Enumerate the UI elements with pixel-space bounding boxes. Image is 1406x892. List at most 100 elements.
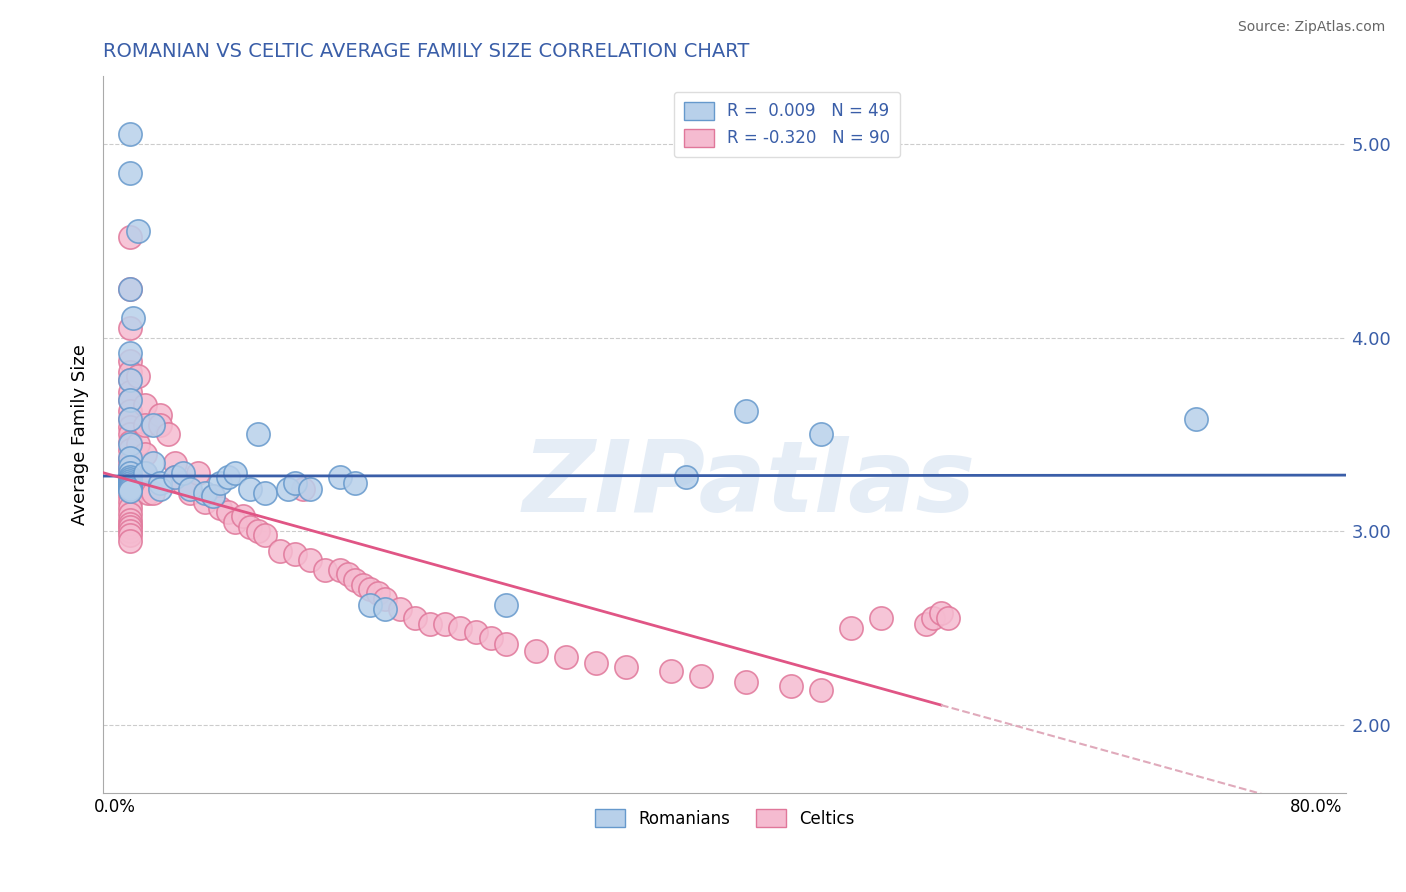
Point bbox=[120, 373, 142, 387]
Point bbox=[120, 482, 142, 496]
Point bbox=[194, 495, 217, 509]
Y-axis label: Average Family Size: Average Family Size bbox=[72, 344, 89, 524]
Point bbox=[359, 582, 381, 597]
Point bbox=[120, 282, 142, 296]
Point bbox=[929, 606, 952, 620]
Point bbox=[120, 450, 142, 465]
Point bbox=[122, 311, 145, 326]
Text: ROMANIAN VS CELTIC AVERAGE FAMILY SIZE CORRELATION CHART: ROMANIAN VS CELTIC AVERAGE FAMILY SIZE C… bbox=[103, 42, 749, 61]
Point bbox=[779, 679, 801, 693]
Point bbox=[120, 472, 142, 486]
Point bbox=[120, 462, 142, 476]
Point bbox=[120, 384, 142, 399]
Point bbox=[120, 412, 142, 426]
Point bbox=[239, 482, 262, 496]
Point bbox=[374, 592, 396, 607]
Point bbox=[120, 230, 142, 244]
Text: Source: ZipAtlas.com: Source: ZipAtlas.com bbox=[1237, 20, 1385, 34]
Point bbox=[127, 224, 149, 238]
Point bbox=[246, 524, 269, 539]
Point bbox=[239, 520, 262, 534]
Point bbox=[209, 501, 232, 516]
Point bbox=[149, 475, 172, 490]
Point bbox=[201, 489, 224, 503]
Point bbox=[120, 437, 142, 451]
Point bbox=[254, 528, 277, 542]
Point bbox=[120, 513, 142, 527]
Point bbox=[120, 282, 142, 296]
Point bbox=[870, 611, 893, 625]
Point bbox=[165, 457, 187, 471]
Point bbox=[120, 475, 142, 490]
Point bbox=[142, 417, 165, 432]
Point bbox=[142, 485, 165, 500]
Point bbox=[134, 447, 156, 461]
Point bbox=[734, 404, 756, 418]
Point bbox=[614, 660, 637, 674]
Point bbox=[217, 505, 239, 519]
Point bbox=[120, 524, 142, 539]
Point bbox=[120, 392, 142, 407]
Point bbox=[344, 475, 367, 490]
Point bbox=[127, 369, 149, 384]
Point bbox=[120, 477, 142, 491]
Point bbox=[224, 515, 246, 529]
Point bbox=[149, 417, 172, 432]
Point bbox=[915, 617, 938, 632]
Point bbox=[495, 598, 517, 612]
Point bbox=[450, 621, 472, 635]
Point bbox=[120, 427, 142, 442]
Point bbox=[120, 475, 142, 490]
Point bbox=[389, 601, 412, 615]
Point bbox=[810, 683, 832, 698]
Point bbox=[329, 470, 352, 484]
Point bbox=[120, 520, 142, 534]
Point bbox=[839, 621, 862, 635]
Point bbox=[120, 128, 142, 142]
Point bbox=[134, 417, 156, 432]
Point bbox=[659, 664, 682, 678]
Point bbox=[291, 482, 314, 496]
Point bbox=[194, 485, 217, 500]
Point bbox=[404, 611, 426, 625]
Point bbox=[120, 321, 142, 335]
Point bbox=[120, 392, 142, 407]
Point bbox=[419, 617, 441, 632]
Point bbox=[374, 601, 396, 615]
Point bbox=[299, 553, 322, 567]
Point bbox=[120, 419, 142, 434]
Point bbox=[344, 573, 367, 587]
Point bbox=[120, 489, 142, 503]
Point bbox=[554, 650, 576, 665]
Point bbox=[352, 578, 374, 592]
Point bbox=[434, 617, 457, 632]
Point bbox=[367, 586, 389, 600]
Point bbox=[120, 501, 142, 516]
Point bbox=[134, 466, 156, 480]
Point bbox=[165, 470, 187, 484]
Point bbox=[269, 543, 291, 558]
Point bbox=[120, 460, 142, 475]
Point bbox=[922, 611, 945, 625]
Point bbox=[120, 366, 142, 380]
Point bbox=[585, 656, 607, 670]
Point bbox=[149, 408, 172, 422]
Point bbox=[156, 427, 179, 442]
Point bbox=[299, 482, 322, 496]
Point bbox=[120, 166, 142, 180]
Point bbox=[120, 412, 142, 426]
Point bbox=[134, 398, 156, 412]
Point bbox=[172, 475, 194, 490]
Point bbox=[120, 482, 142, 496]
Point bbox=[120, 466, 142, 480]
Point bbox=[254, 485, 277, 500]
Point bbox=[172, 466, 194, 480]
Point bbox=[120, 470, 142, 484]
Point bbox=[359, 598, 381, 612]
Point bbox=[120, 354, 142, 368]
Point bbox=[120, 480, 142, 494]
Point bbox=[201, 489, 224, 503]
Point bbox=[120, 533, 142, 548]
Point bbox=[938, 611, 960, 625]
Text: ZIPatlas: ZIPatlas bbox=[523, 436, 976, 533]
